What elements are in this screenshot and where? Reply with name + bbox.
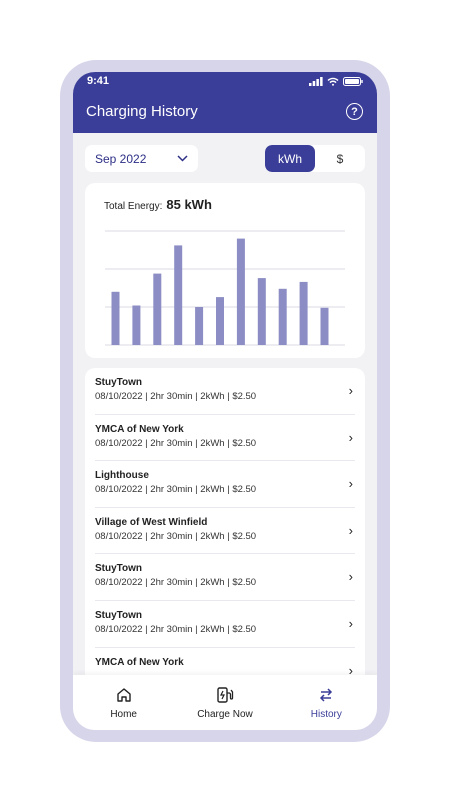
energy-bar-chart bbox=[105, 230, 345, 346]
session-detail: 08/10/2022 | 2hr 30min | 2kWh | $2.50 bbox=[95, 623, 257, 635]
chart-bar bbox=[236, 238, 245, 345]
chevron-right-icon: › bbox=[348, 569, 353, 585]
filter-controls: Sep 2022 kWh $ bbox=[85, 145, 365, 173]
question-circle-icon[interactable]: ? bbox=[346, 103, 363, 120]
chart-bar bbox=[195, 307, 204, 345]
chart-bar bbox=[216, 297, 224, 345]
session-item[interactable]: StuyTown 08/10/2022 | 2hr 30min | 2kWh | … bbox=[95, 368, 355, 415]
session-detail: 08/10/2022 | 2hr 30min | 2kWh | $2.50 bbox=[95, 577, 257, 589]
session-name: YMCA of New York bbox=[95, 423, 184, 435]
total-energy: Total Energy: 85 kWh bbox=[104, 197, 212, 212]
swap-arrows-icon bbox=[320, 687, 333, 702]
session-detail: 08/10/2022 | 2hr 30min | 2kWh | $2.50 bbox=[95, 530, 257, 542]
tab-history-label: History bbox=[310, 708, 342, 720]
chart-bar bbox=[257, 278, 266, 345]
battery-icon bbox=[343, 76, 363, 86]
session-item[interactable]: Lighthouse 08/10/2022 | 2hr 30min | 2kWh … bbox=[95, 461, 355, 508]
app-screen: 9:41 Charging History ? Sep 2022 kWh $ T… bbox=[73, 72, 377, 730]
session-item[interactable]: Village of West Winfield 08/10/2022 | 2hr… bbox=[95, 508, 355, 555]
chevron-right-icon: › bbox=[348, 429, 353, 445]
toggle-dollar[interactable]: $ bbox=[336, 151, 344, 166]
session-item[interactable]: StuyTown 08/10/2022 | 2hr 30min | 2kWh | … bbox=[95, 554, 355, 601]
status-time: 9:41 bbox=[87, 75, 110, 87]
bottom-tab-bar: Home Charge Now History bbox=[73, 675, 377, 730]
session-name: Lighthouse bbox=[95, 470, 149, 482]
chart-bar bbox=[320, 307, 329, 345]
session-list: StuyTown 08/10/2022 | 2hr 30min | 2kWh | … bbox=[85, 368, 365, 688]
unit-toggle: kWh $ bbox=[265, 145, 365, 172]
tab-charge-now[interactable]: Charge Now bbox=[174, 675, 275, 730]
tab-home-label: Home bbox=[110, 708, 137, 720]
energy-chart-card: Total Energy: 85 kWh bbox=[85, 183, 365, 358]
session-name: StuyTown bbox=[95, 609, 143, 621]
total-energy-value: 85 kWh bbox=[166, 197, 212, 212]
session-name: Village of West Winfield bbox=[95, 516, 208, 528]
wifi-icon bbox=[327, 77, 339, 86]
month-select[interactable]: Sep 2022 bbox=[85, 145, 198, 172]
session-detail: 08/10/2022 | 2hr 30min | 2kWh | $2.50 bbox=[95, 437, 257, 449]
charger-icon bbox=[217, 686, 234, 703]
status-bar: 9:41 bbox=[73, 72, 377, 90]
chevron-right-icon: › bbox=[348, 476, 353, 492]
session-name: StuyTown bbox=[95, 563, 143, 575]
session-name: StuyTown bbox=[95, 377, 143, 388]
session-item[interactable]: YMCA of New York 08/10/2022 | 2hr 30min |… bbox=[95, 415, 355, 462]
session-item[interactable]: YMCA of New York › bbox=[95, 648, 355, 688]
app-header: Charging History ? bbox=[73, 90, 377, 133]
chart-bar bbox=[111, 291, 120, 345]
home-icon bbox=[116, 687, 131, 702]
toggle-kwh[interactable]: kWh bbox=[265, 145, 315, 172]
page-title: Charging History bbox=[86, 103, 198, 120]
chart-bar bbox=[132, 305, 141, 345]
month-value: Sep 2022 bbox=[95, 151, 147, 166]
chevron-right-icon: › bbox=[348, 615, 353, 631]
tab-charge-now-label: Charge Now bbox=[197, 708, 253, 720]
session-detail: 08/10/2022 | 2hr 30min | 2kWh | $2.50 bbox=[95, 391, 257, 402]
chart-bar bbox=[278, 288, 287, 345]
total-energy-label: Total Energy: bbox=[104, 201, 163, 212]
chart-bar bbox=[174, 245, 183, 345]
tab-home[interactable]: Home bbox=[73, 675, 174, 730]
chart-bar bbox=[153, 273, 162, 345]
signal-icon bbox=[309, 76, 323, 86]
chevron-right-icon: › bbox=[348, 662, 353, 678]
chevron-right-icon: › bbox=[348, 383, 353, 398]
session-name: YMCA of New York bbox=[95, 656, 184, 668]
session-item[interactable]: StuyTown 08/10/2022 | 2hr 30min | 2kWh | … bbox=[95, 601, 355, 648]
chart-bar bbox=[299, 281, 308, 345]
tab-history[interactable]: History bbox=[276, 675, 377, 730]
session-detail: 08/10/2022 | 2hr 30min | 2kWh | $2.50 bbox=[95, 484, 257, 496]
chevron-right-icon: › bbox=[348, 522, 353, 538]
chevron-down-icon bbox=[177, 155, 188, 162]
